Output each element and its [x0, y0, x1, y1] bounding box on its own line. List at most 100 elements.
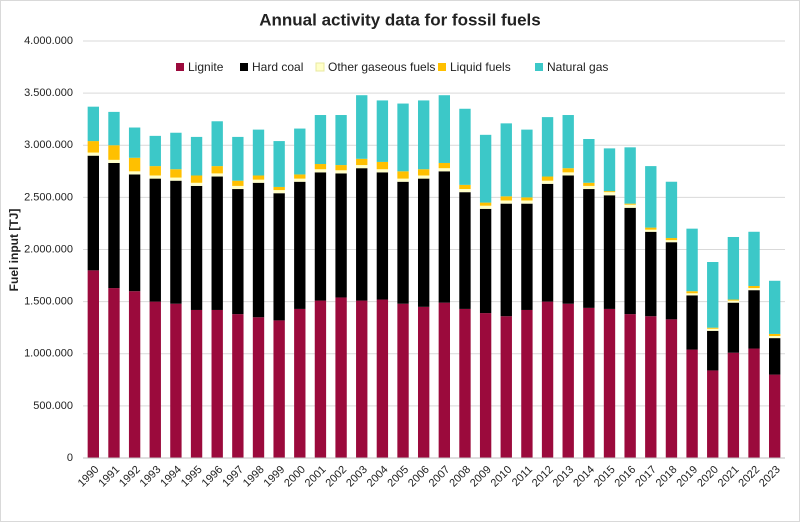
bar-segment — [273, 186, 285, 191]
bar-segment — [314, 300, 327, 458]
bar-segment — [190, 185, 203, 310]
bar-segment — [335, 297, 347, 458]
bar-segment — [252, 179, 265, 183]
bar-segment — [583, 182, 595, 186]
bar-segment — [252, 182, 265, 318]
bar-segment — [665, 242, 678, 320]
bar-segment — [768, 336, 781, 339]
bar-segment — [541, 301, 554, 458]
bar-segment — [294, 181, 306, 309]
bar-segment — [727, 236, 740, 300]
bar-segment — [459, 108, 471, 185]
bar-segment — [211, 173, 223, 177]
bar-segment — [149, 175, 161, 179]
bar-segment — [479, 134, 492, 203]
bar-segment — [500, 123, 512, 197]
bar-segment — [232, 136, 244, 181]
bar-segment — [707, 328, 719, 331]
bar-segment — [583, 138, 595, 183]
bar-segment — [438, 171, 451, 303]
bar-segment — [376, 299, 389, 458]
bar-segment — [521, 309, 533, 458]
bar-segment — [190, 182, 203, 186]
bar-segment — [376, 100, 389, 162]
bar-segment — [562, 172, 574, 176]
bar-segment — [232, 185, 244, 190]
bar-segment — [500, 316, 512, 458]
bar-segment — [768, 280, 781, 334]
bar-segment — [583, 307, 595, 458]
bar-segment — [87, 155, 100, 271]
bar-segment — [665, 319, 678, 458]
bar-segment — [624, 203, 636, 205]
bar-segment — [686, 293, 698, 296]
bar-segment — [128, 157, 141, 172]
bar-segment — [417, 169, 430, 176]
bar-segment — [500, 200, 512, 204]
y-tick-label: 2.000.000 — [24, 243, 73, 255]
bar-segment — [479, 313, 492, 458]
bar-segment — [521, 129, 533, 198]
bar-segment — [273, 141, 285, 187]
bar-segment — [108, 162, 120, 289]
bar-segment — [624, 314, 636, 458]
bar-segment — [128, 127, 141, 158]
y-tick-label: 0 — [67, 452, 73, 464]
bar-segment — [335, 115, 347, 166]
bar-segment — [686, 228, 698, 292]
bar-segment — [128, 171, 141, 175]
bar-segment — [583, 189, 595, 308]
bar-segment — [521, 200, 533, 204]
legend-swatch — [438, 63, 446, 71]
bar-segment — [707, 327, 719, 329]
bar-segment — [149, 178, 161, 302]
bar-segment — [438, 95, 451, 163]
bar-segment — [727, 300, 740, 303]
bar-segment — [108, 111, 120, 146]
bar-segment — [479, 202, 492, 206]
bar-segment — [686, 295, 698, 350]
bar-segment — [768, 333, 781, 337]
bar-segment — [707, 262, 719, 328]
bar-segment — [294, 174, 306, 179]
bar-segment — [211, 176, 223, 310]
bar-segment — [500, 203, 512, 317]
bar-segment — [479, 208, 492, 314]
bar-segment — [521, 197, 533, 201]
bar-segment — [335, 170, 347, 174]
bar-segment — [417, 178, 430, 307]
bar-segment — [686, 291, 698, 294]
bar-segment — [603, 191, 616, 193]
bar-segment — [190, 136, 203, 176]
y-tick-label: 1.500.000 — [24, 296, 73, 308]
legend-label: Hard coal — [252, 60, 303, 74]
bar-segment — [294, 128, 306, 175]
bar-segment — [397, 181, 409, 304]
bar-segment — [645, 166, 657, 228]
bar-segment — [149, 135, 161, 167]
bar-segment — [479, 205, 492, 209]
legend-label: Natural gas — [547, 60, 608, 74]
legend-swatch — [535, 63, 543, 71]
bar-segment — [521, 203, 533, 310]
bar-segment — [748, 231, 760, 286]
bar-segment — [190, 175, 203, 183]
bar-segment — [356, 165, 368, 169]
bar-segment — [108, 288, 120, 458]
bar-segment — [707, 370, 719, 458]
bar-segment — [356, 168, 368, 301]
bar-segment — [541, 180, 554, 184]
y-tick-label: 3.500.000 — [24, 87, 73, 99]
bar-segment — [273, 193, 285, 321]
legend-swatch — [240, 63, 248, 71]
bar-segment — [645, 316, 657, 458]
bar-segment — [232, 314, 244, 458]
bar-segment — [252, 317, 265, 458]
bar-segment — [273, 320, 285, 458]
y-tick-label: 1.000.000 — [24, 348, 73, 360]
bar-segment — [459, 184, 471, 190]
bar-segment — [149, 166, 161, 176]
bar-segment — [665, 238, 678, 241]
bar-segment — [397, 178, 409, 182]
bar-segment — [128, 291, 141, 458]
